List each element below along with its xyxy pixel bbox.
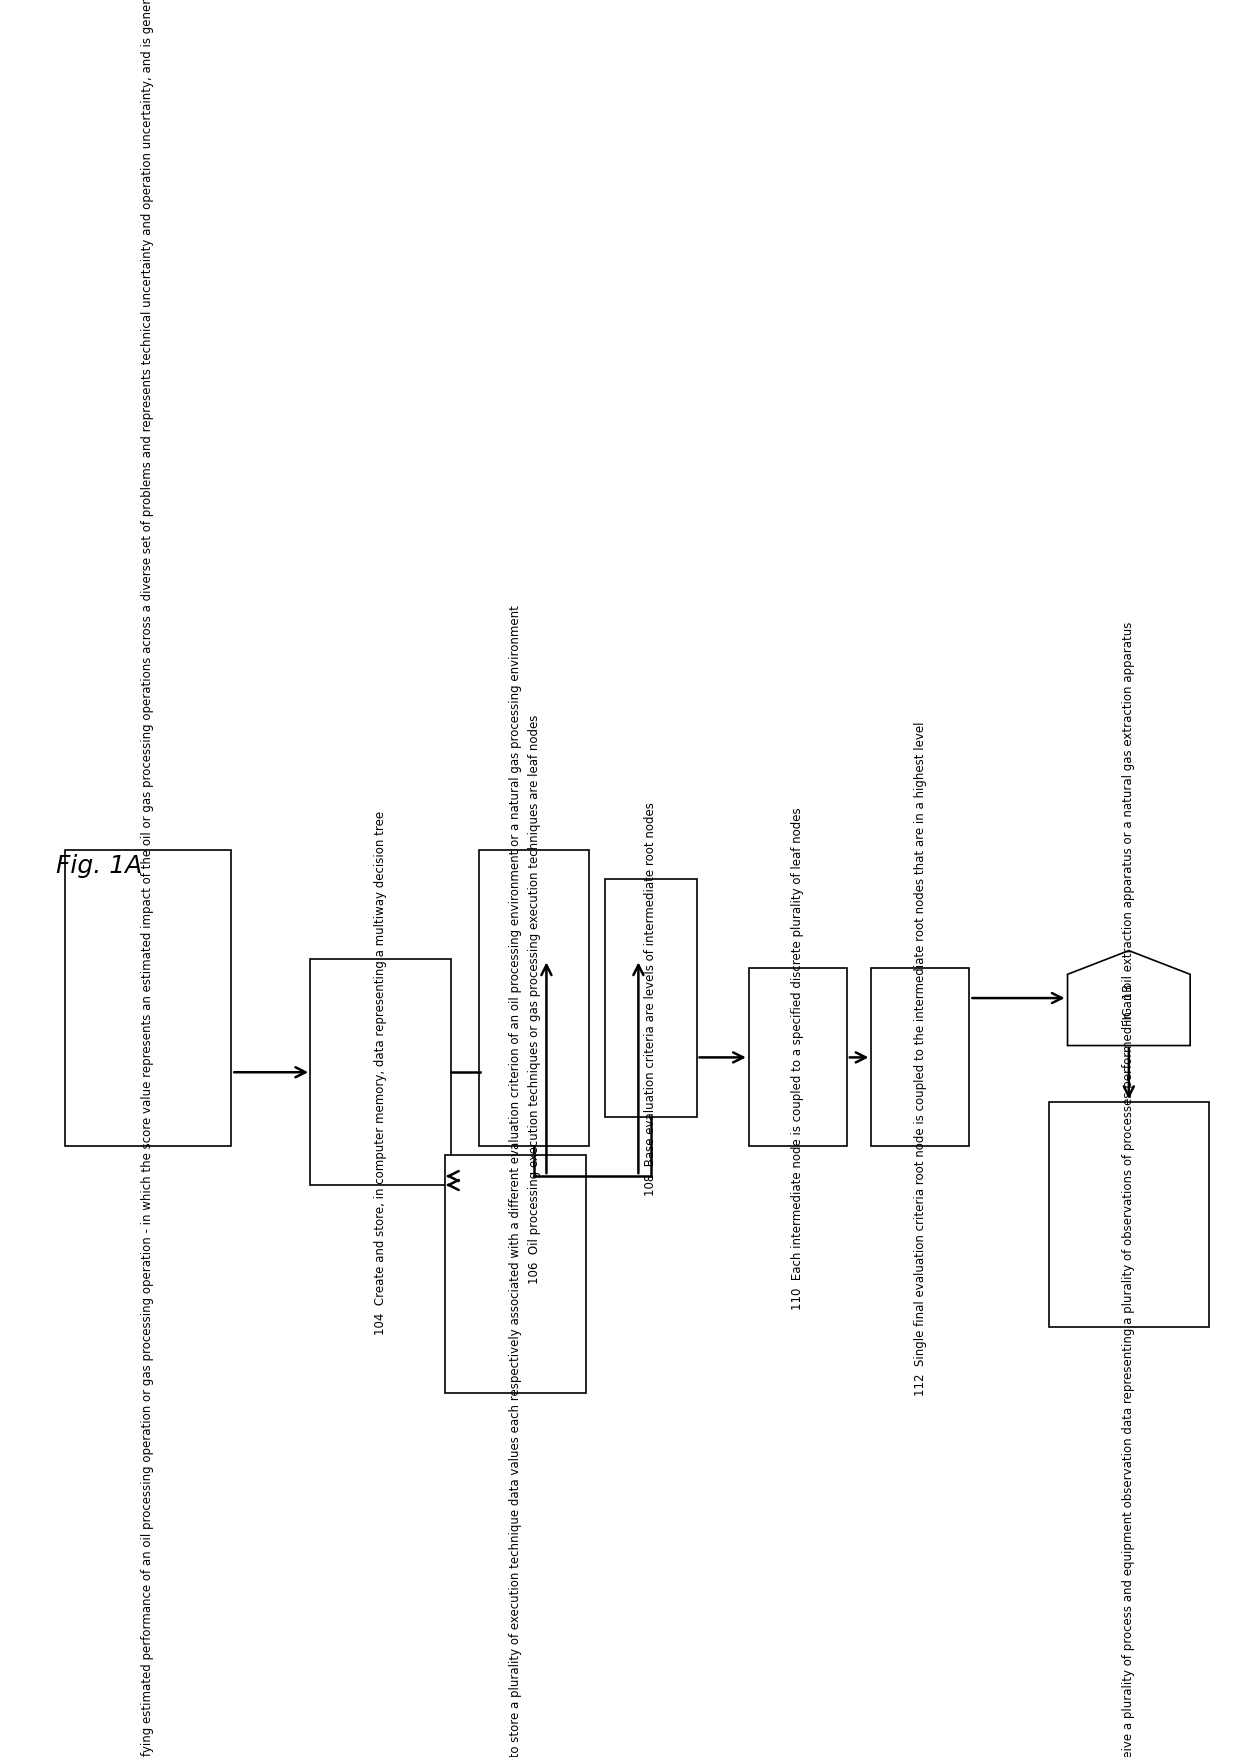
Text: FIG. 1B: FIG. 1B <box>1122 984 1136 1026</box>
Bar <box>1049 1102 1209 1328</box>
Bar <box>605 880 697 1117</box>
Bar <box>445 1156 587 1393</box>
Bar <box>872 968 970 1147</box>
Text: Fig. 1A: Fig. 1A <box>56 854 143 877</box>
Text: 108  Base evaluation criteria are levels of intermediate root nodes: 108 Base evaluation criteria are levels … <box>644 801 657 1195</box>
Text: 116  Receive a plurality of process and equipment observation data representing : 116 Receive a plurality of process and e… <box>1122 622 1136 1757</box>
Bar <box>479 850 589 1147</box>
Bar <box>310 959 451 1186</box>
Polygon shape <box>1068 951 1190 1045</box>
Text: 112  Single final evaluation criteria root node is coupled to the intermediate r: 112 Single final evaluation criteria roo… <box>914 720 926 1395</box>
Text: 104  Create and store, in computer memory, data representing a multiway decision: 104 Create and store, in computer memory… <box>374 810 387 1335</box>
Text: 110  Each intermediate node is coupled to a specified discrete plurality of leaf: 110 Each intermediate node is coupled to… <box>791 806 805 1309</box>
Bar <box>749 968 847 1147</box>
Text: 106  Oil processing execution techniques or gas processing execution techniques : 106 Oil processing execution techniques … <box>528 713 541 1283</box>
Text: 102  Generate a normalized and objective digitally stored score value specifying: 102 Generate a normalized and objective … <box>141 0 155 1757</box>
Bar <box>66 850 231 1147</box>
Text: 114  Leaf nodes are configured to store a plurality of execution technique data : 114 Leaf nodes are configured to store a… <box>510 604 522 1757</box>
